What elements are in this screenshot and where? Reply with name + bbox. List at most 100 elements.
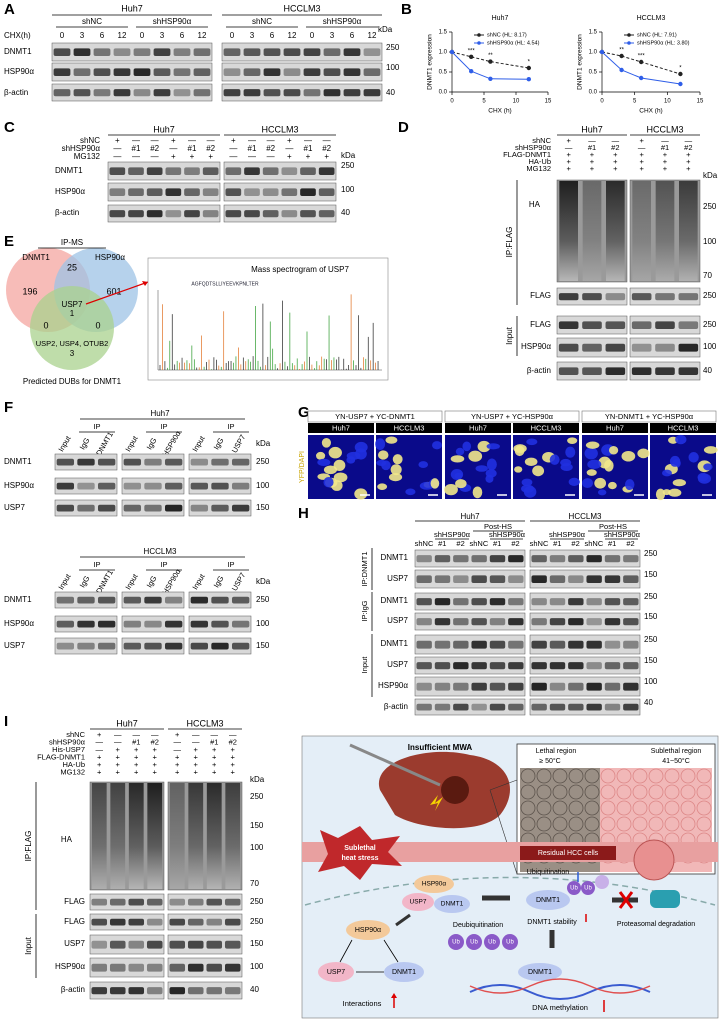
label: Input [56, 571, 73, 591]
label: HCCLM3 [646, 124, 683, 134]
label: HSP90α [55, 962, 85, 971]
label: Ubiquitination [527, 869, 570, 876]
band [128, 167, 144, 175]
label: #2 [511, 539, 519, 548]
point [526, 65, 531, 71]
label: USP2, USP4, OTUB2 [36, 339, 109, 348]
blot [629, 337, 701, 358]
band [531, 555, 547, 563]
label: #2 [611, 143, 619, 152]
band [206, 987, 223, 995]
label: #2 [151, 737, 159, 746]
cell [392, 454, 403, 465]
label: DNMT1 [380, 639, 408, 648]
band [206, 898, 223, 906]
cell-outline [520, 800, 536, 816]
cell-outline [680, 784, 696, 800]
cell [381, 460, 391, 471]
label: #1 [608, 539, 616, 548]
cell-outline [680, 800, 696, 816]
band [123, 482, 142, 490]
band [225, 210, 242, 218]
cell [455, 447, 465, 456]
band [56, 458, 75, 466]
band [586, 640, 602, 649]
band [146, 918, 163, 926]
label: HCCLM3 [261, 124, 298, 134]
cell [560, 458, 572, 467]
cell-outline [680, 816, 696, 832]
label: #1 [661, 143, 669, 152]
label: Huh7 [460, 512, 480, 521]
smear [679, 181, 698, 281]
label: IP:DNMT1 [360, 551, 369, 586]
cell-outline [536, 800, 552, 816]
protein [526, 890, 570, 910]
label: 40 [644, 698, 653, 707]
band [568, 598, 584, 606]
label: Mass spectrogram of USP7 [251, 265, 349, 274]
label: 40 [703, 366, 712, 375]
band [173, 48, 191, 56]
label: — [192, 737, 200, 746]
band [113, 89, 131, 97]
band [363, 89, 381, 97]
block-mark [618, 891, 634, 909]
smear [91, 783, 107, 889]
label: — [229, 730, 237, 739]
band [434, 618, 451, 626]
label: 250 [386, 43, 400, 52]
label: + [208, 152, 213, 161]
label: ≥ 50°C [539, 757, 560, 765]
protein [434, 895, 470, 913]
band [133, 89, 151, 97]
cell-outline [648, 816, 664, 832]
band [604, 662, 621, 670]
label: #1 [553, 539, 561, 548]
cell [549, 454, 560, 465]
label: USP7 [4, 503, 25, 512]
significance: ** [488, 53, 493, 59]
label: shNC [82, 17, 102, 26]
cell [594, 477, 607, 489]
y-tick-label: 1.5 [589, 30, 598, 36]
band [146, 898, 163, 906]
label: shNC [585, 539, 604, 548]
band [206, 918, 223, 926]
band [605, 293, 626, 301]
blot [414, 612, 526, 631]
cell [607, 481, 617, 490]
label: shNC [470, 539, 489, 548]
band [582, 367, 602, 375]
protein [402, 893, 434, 911]
blot [107, 161, 221, 181]
label: 150 [644, 570, 658, 579]
label: Input [505, 326, 514, 345]
y-tick-label: 1.0 [589, 50, 598, 56]
band [508, 575, 524, 583]
cell-outline [552, 768, 568, 784]
panel-label: D [398, 119, 409, 136]
label: + [686, 150, 691, 159]
band [97, 504, 116, 512]
band [97, 642, 116, 650]
protein [318, 962, 354, 982]
label: 250 [250, 917, 264, 926]
ubiquitin [448, 934, 464, 950]
panel-label: C [4, 119, 15, 136]
blot [221, 62, 383, 82]
label: YN-USP7 + YC-HSP90α [471, 412, 554, 421]
ubiquitin [567, 881, 581, 895]
band [323, 89, 341, 97]
band [604, 555, 621, 563]
label: + [115, 136, 120, 145]
band [318, 210, 335, 218]
label: shNC [532, 136, 551, 145]
heat-burst [318, 826, 402, 880]
label: + [116, 760, 121, 769]
cell [532, 465, 545, 477]
band [489, 703, 506, 711]
cell [323, 476, 334, 488]
cell [624, 479, 635, 491]
label: Input [123, 571, 140, 591]
